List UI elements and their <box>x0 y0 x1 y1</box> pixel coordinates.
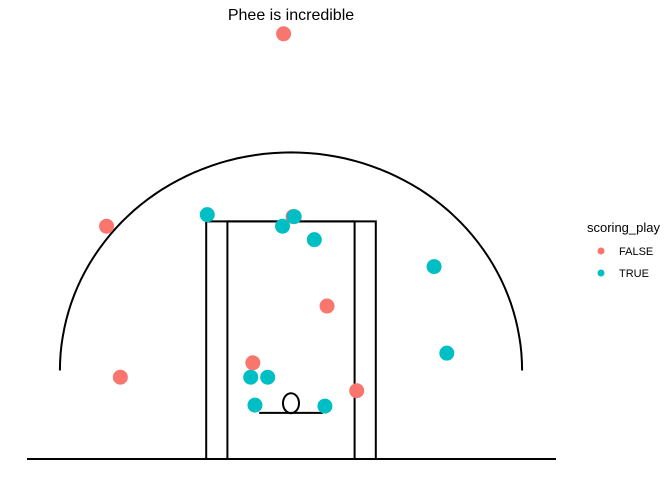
shot-point-false <box>112 369 128 385</box>
hoop <box>282 392 300 415</box>
shot-point-true <box>306 232 322 248</box>
shot-point-false <box>276 26 292 42</box>
legend-label-true: TRUE <box>619 268 649 280</box>
three-point-arc <box>58 151 524 371</box>
legend: scoring_play FALSE TRUE <box>587 220 660 280</box>
shot-point-false <box>349 383 365 399</box>
shot-point-true <box>199 207 215 223</box>
shot-point-false <box>99 218 115 234</box>
shot-point-false <box>319 298 335 314</box>
shot-point-true <box>286 209 302 225</box>
shot-point-true <box>426 259 442 275</box>
legend-title: scoring_play <box>587 220 660 235</box>
shot-point-true <box>439 345 455 361</box>
outer-lane <box>205 220 377 460</box>
shot-point-true <box>247 397 263 413</box>
legend-label-false: FALSE <box>619 246 653 258</box>
basketball-court <box>27 151 556 460</box>
legend-key-true <box>597 269 605 277</box>
shot-point-true <box>317 398 333 414</box>
shot-point-true <box>260 369 276 385</box>
legend-key-false <box>597 247 605 255</box>
shot-points <box>99 26 455 414</box>
shot-point-true <box>275 218 291 234</box>
shot-point-false <box>245 355 261 371</box>
shot-point-true <box>243 369 259 385</box>
inner-lane <box>226 220 356 460</box>
chart-title: Phee is incredible <box>228 7 354 24</box>
